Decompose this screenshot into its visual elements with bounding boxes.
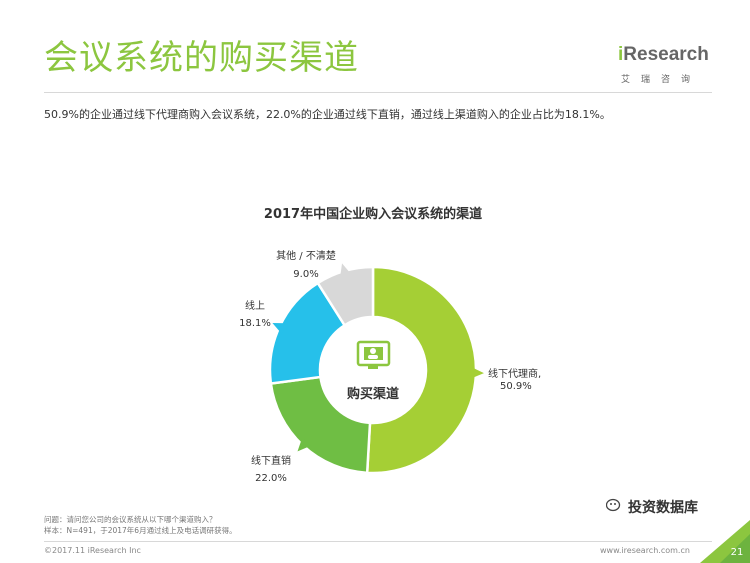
summary-text: 50.9%的企业通过线下代理商购入会议系统，22.0%的企业通过线下直销，通过线… <box>44 108 611 121</box>
copyright-text: ©2017.11 iResearch Inc <box>44 546 141 555</box>
wechat-icon <box>606 498 621 512</box>
page-title: 会议系统的购买渠道 <box>44 38 359 78</box>
slice-pointer <box>297 437 311 452</box>
slice-value-label: 50.9% <box>500 381 532 392</box>
slice-value-label: 18.1% <box>239 318 271 329</box>
donut-hole <box>320 317 426 423</box>
title-divider <box>44 92 712 93</box>
footnote-sample: 样本：N=491，于2017年6月通过线上及电话调研获得。 <box>44 526 237 535</box>
slice-pointer <box>272 323 287 334</box>
slice-value-label: 22.0% <box>255 473 287 484</box>
donut-center-label: 购买渠道 <box>347 386 399 402</box>
watermark-text: 投资数据库 <box>628 500 698 516</box>
logo-i: i <box>618 44 624 65</box>
footer-divider <box>44 541 712 542</box>
footnote-question: 问题：请问您公司的会议系统从以下哪个渠道购入？ <box>44 515 217 524</box>
slice-value-label: 9.0% <box>293 269 318 280</box>
slice-label: 线下代理商, <box>488 367 541 380</box>
logo-subtitle: 艾瑞咨询 <box>621 75 702 85</box>
logo-research: Research <box>623 44 709 65</box>
slice-label: 线上 <box>245 299 265 312</box>
page-corner-decoration <box>700 520 750 563</box>
iresearch-logo: iResearch 艾瑞咨询 <box>618 44 710 85</box>
website-link[interactable]: www.iresearch.com.cn <box>600 546 690 555</box>
chart-title: 2017年中国企业购入会议系统的渠道 <box>264 206 482 222</box>
slice-pointer <box>340 263 352 278</box>
slice-label: 线下直销 <box>251 454 291 467</box>
slice-label: 其他 / 不清楚 <box>276 249 336 262</box>
page-number: 21 <box>730 547 744 558</box>
monitor-icon <box>356 340 391 369</box>
slice-pointer <box>470 366 484 379</box>
